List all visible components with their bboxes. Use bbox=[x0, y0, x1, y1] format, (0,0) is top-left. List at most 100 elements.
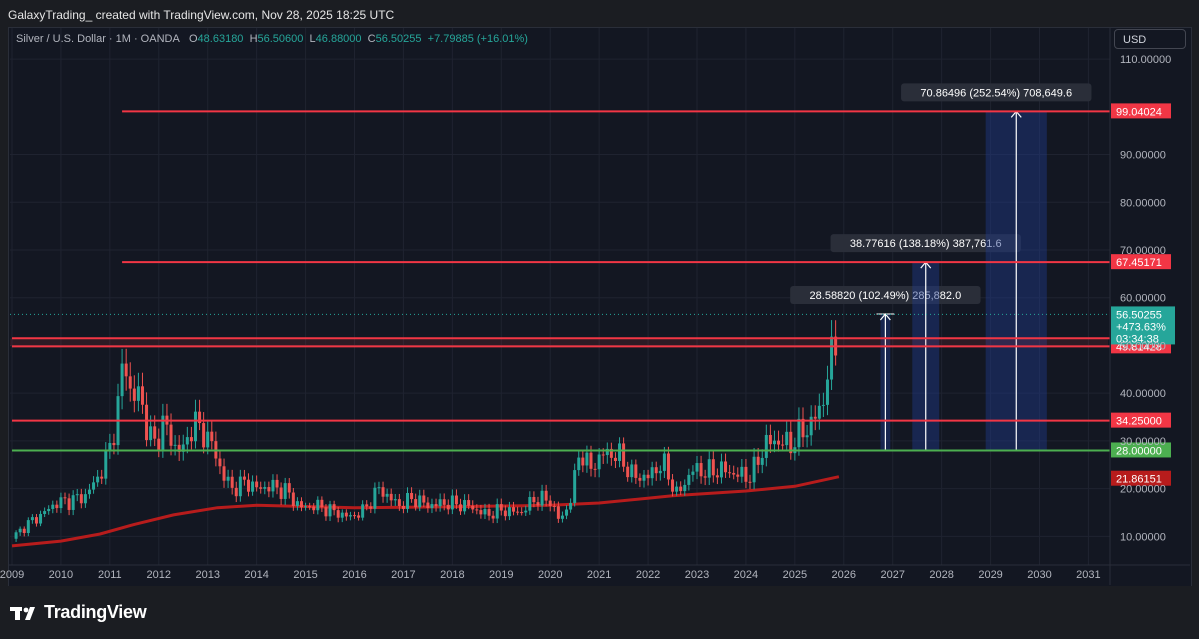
level-price-text: 99.04024 bbox=[1116, 106, 1162, 118]
candle-body bbox=[369, 506, 373, 509]
candle-body bbox=[287, 483, 291, 493]
attribution-bar: GalaxyTrading_ created with TradingView.… bbox=[0, 0, 1199, 28]
candle-body bbox=[238, 476, 242, 497]
level-price-text: 34.25000 bbox=[1116, 416, 1162, 428]
candle-body bbox=[234, 487, 238, 497]
candle-body bbox=[299, 501, 303, 508]
tradingview-logo[interactable]: TradingView bbox=[10, 602, 147, 623]
candle-body bbox=[140, 386, 144, 405]
candle-body bbox=[332, 504, 336, 511]
currency-button[interactable]: USD bbox=[1114, 29, 1186, 49]
candle-body bbox=[467, 500, 471, 506]
attribution-text: GalaxyTrading_ created with TradingView.… bbox=[8, 8, 395, 22]
low-label: L bbox=[309, 33, 316, 45]
candle-body bbox=[585, 452, 589, 466]
candle-body bbox=[556, 506, 560, 519]
candles-layer bbox=[14, 320, 838, 542]
candle-body bbox=[414, 499, 418, 508]
candle-body bbox=[71, 495, 75, 510]
close-label: C bbox=[367, 33, 376, 45]
candle-body bbox=[410, 492, 414, 500]
chart-frame[interactable] bbox=[8, 27, 1192, 587]
candle-body bbox=[279, 487, 283, 499]
candle-body bbox=[756, 456, 760, 465]
candle-body bbox=[328, 504, 332, 517]
candle-body bbox=[83, 494, 87, 504]
candle-body bbox=[340, 512, 344, 518]
candle-body bbox=[353, 515, 356, 517]
candle-body bbox=[92, 482, 96, 490]
x-tick-label: 2013 bbox=[195, 569, 219, 581]
candle-body bbox=[711, 459, 715, 476]
candle-body bbox=[304, 506, 308, 508]
projection-label-bg bbox=[830, 234, 1021, 253]
candle-body bbox=[634, 464, 638, 478]
level-price-tag bbox=[1111, 442, 1171, 458]
candle-body bbox=[104, 450, 108, 479]
candle-body bbox=[454, 495, 458, 505]
candle-body bbox=[589, 452, 593, 469]
symbol-legend: Silver / U.S. Dollar · 1M · OANDA O48.63… bbox=[16, 33, 528, 45]
tradingview-logo-text: TradingView bbox=[44, 602, 147, 622]
x-tick-label: 2031 bbox=[1076, 569, 1100, 581]
high-label: H bbox=[249, 33, 258, 45]
x-tick-label: 2018 bbox=[440, 569, 464, 581]
candle-body bbox=[267, 487, 271, 492]
candle-body bbox=[768, 434, 772, 445]
x-tick-label: 2017 bbox=[391, 569, 415, 581]
current-price-text: +473.63% bbox=[1116, 321, 1166, 333]
candle-body bbox=[475, 509, 479, 511]
candle-body bbox=[528, 497, 532, 511]
moving-average-layer bbox=[11, 475, 840, 548]
candle-body bbox=[157, 438, 161, 450]
candle-body bbox=[715, 475, 719, 478]
candle-body bbox=[295, 501, 299, 506]
x-tick-label: 2020 bbox=[538, 569, 562, 581]
candle-body bbox=[242, 476, 246, 480]
candle-body bbox=[202, 423, 206, 448]
x-tick-label: 2014 bbox=[244, 569, 268, 581]
candle-body bbox=[259, 487, 263, 489]
candle-body bbox=[658, 470, 662, 474]
candle-body bbox=[189, 437, 193, 442]
candle-body bbox=[797, 418, 801, 448]
x-tick-label: 2023 bbox=[685, 569, 709, 581]
candle-body bbox=[736, 474, 740, 477]
candle-body bbox=[748, 481, 752, 483]
candle-body bbox=[618, 443, 622, 461]
level-price-tag bbox=[1111, 254, 1171, 270]
level-price-text: 67.45171 bbox=[1116, 257, 1162, 269]
candle-body bbox=[59, 497, 63, 509]
candle-body bbox=[312, 506, 316, 511]
candle-body bbox=[316, 499, 320, 511]
x-tick-label: 2027 bbox=[880, 569, 904, 581]
candle-body bbox=[75, 494, 79, 496]
candle-body bbox=[193, 411, 197, 442]
candle-body bbox=[336, 510, 340, 518]
candle-body bbox=[499, 504, 503, 511]
candle-body bbox=[507, 507, 511, 517]
candle-body bbox=[320, 499, 324, 508]
candle-body bbox=[675, 486, 679, 492]
candle-body bbox=[495, 504, 499, 519]
projection-label-bg bbox=[790, 286, 981, 305]
candle-body bbox=[813, 416, 817, 419]
candle-body bbox=[646, 474, 650, 479]
candle-body bbox=[605, 448, 609, 456]
candle-body bbox=[393, 499, 397, 501]
candle-body bbox=[825, 379, 829, 405]
candle-body bbox=[805, 435, 809, 438]
candle-body bbox=[789, 431, 793, 454]
candle-body bbox=[744, 466, 748, 482]
low-value: 46.88000 bbox=[315, 33, 362, 45]
candle-body bbox=[149, 426, 153, 441]
tradingview-logo-icon bbox=[10, 606, 35, 620]
candle-body bbox=[79, 494, 83, 504]
y-tick-label: 20.00000 bbox=[1120, 484, 1166, 496]
candle-body bbox=[348, 515, 352, 517]
candle-body bbox=[724, 461, 728, 473]
candle-body bbox=[777, 440, 781, 445]
candle-body bbox=[785, 431, 789, 446]
candle-body bbox=[764, 434, 768, 458]
